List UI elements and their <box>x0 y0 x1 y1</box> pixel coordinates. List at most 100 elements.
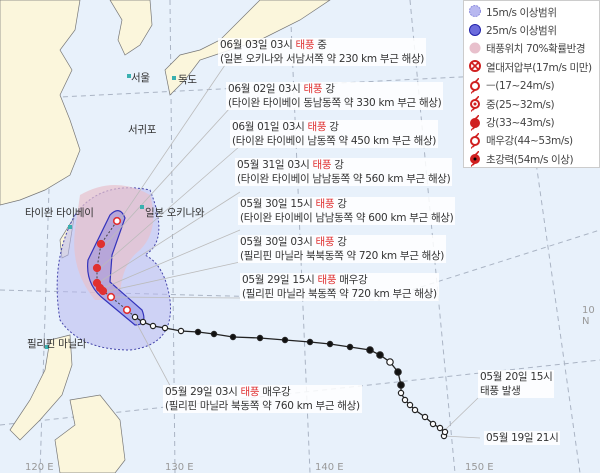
forecast-kind: 태풍 <box>315 198 335 210</box>
legend-label: 25m/s 이상범위 <box>486 25 557 38</box>
forecast-strength: 강 <box>337 198 347 210</box>
typhoon-super-icon <box>470 151 480 168</box>
forecast-strength: 매우강 <box>262 386 291 398</box>
legend-label: 태풍위치 70%확률반경 <box>486 43 586 56</box>
legend-label: 초강력(54m/s 이상) <box>486 153 574 166</box>
past-track-point <box>401 396 409 404</box>
past-track-point <box>139 318 147 326</box>
legend-item: 초강력(54m/s 이상) <box>468 150 595 168</box>
past-track-point <box>406 401 414 409</box>
genesis-text: 태풍 발생 <box>480 385 521 397</box>
legend-label: ㅡ(17~24m/s) <box>486 80 555 93</box>
forecast-label: 05월 29일 15시 태풍 매우강 (필리핀 마닐라 북동쪽 약 720 km … <box>240 273 439 301</box>
forecast-typhoon-marker <box>92 263 102 273</box>
legend-label: 매우강(44~53m/s) <box>486 135 573 148</box>
forecast-kind: 태풍 <box>307 121 327 133</box>
forecast-typhoon-marker <box>122 305 132 315</box>
legend-item: 강(33~43m/s) <box>468 113 595 131</box>
korea <box>109 0 153 56</box>
forecast-kind: 태풍 <box>295 39 315 51</box>
typhoon-strong-icon <box>470 114 480 131</box>
past-track-point <box>229 333 237 341</box>
forecast-kind: 태풍 <box>315 236 335 248</box>
past-track-point <box>436 424 444 432</box>
forecast-label: 06월 01일 03시 태풍 강 (타이완 타이베이 남동쪽 약 450 km 부… <box>230 120 439 148</box>
forecast-location: (일본 오키나와 서남서쪽 약 230 km 부근 해상) <box>220 53 425 65</box>
visayas-mindanao <box>54 394 126 473</box>
place-seoul: 서울 <box>131 72 150 84</box>
past-track-point <box>281 336 289 344</box>
marker-taipei <box>68 225 72 229</box>
past-track-point <box>306 338 314 346</box>
past-track-point <box>177 327 185 335</box>
past-track-point <box>194 328 202 336</box>
forecast-time: 05월 29일 15시 <box>242 274 315 286</box>
forecast-label: 05월 31일 03시 태풍 강 (타이완 타이베이 남남동쪽 약 560 km … <box>235 158 453 186</box>
past-track <box>134 316 446 437</box>
forecast-location: (필리핀 마닐라 북북동쪽 약 720 km 부근 해상) <box>240 250 445 262</box>
forecast-strength: 강 <box>325 83 335 95</box>
past-track-point <box>149 322 157 330</box>
past-track-point <box>376 351 384 359</box>
forecast-location: (타이완 타이베이 남남동쪽 약 560 km 부근 해상) <box>237 173 451 185</box>
forecast-label: 06월 03일 03시 태풍 중 (일본 오키나와 서남서쪽 약 230 km 부… <box>218 38 427 66</box>
legend-item: 중(25~32m/s) <box>468 95 595 113</box>
genesis-label: 05월 20일 15시 태풍 발생 <box>478 370 555 398</box>
forecast-label: 05월 30일 15시 태풍 강 (타이완 타이베이 남남동쪽 약 600 km … <box>238 197 456 225</box>
tick-lon-130: 130 E <box>165 462 194 473</box>
forecast-kind: 태풍 <box>303 83 323 95</box>
forecast-strength: 강 <box>337 236 347 248</box>
marker-dokdo <box>172 76 176 80</box>
forecast-label: 06월 02일 03시 태풍 강 (타이완 타이베이 동남동쪽 약 330 km … <box>226 82 444 110</box>
forecast-strength: 매우강 <box>339 274 368 286</box>
legend-item: 25m/s 이상범위 <box>468 21 595 39</box>
legend-item: 15m/s 이상범위 <box>468 3 595 21</box>
past-track-point <box>161 324 169 332</box>
past-track-point <box>397 381 405 389</box>
luzon <box>9 334 73 441</box>
legend-item: 태풍위치 70%확률반경 <box>468 40 595 58</box>
past-track-point <box>397 389 405 397</box>
forecast-kind: 태풍 <box>312 159 332 171</box>
forecast-time: 05월 29일 03시 <box>165 386 238 398</box>
forecast-location: (필리핀 마닐라 북동쪽 약 720 km 부근 해상) <box>242 288 437 300</box>
past-track-point <box>346 343 354 351</box>
legend-item: ㅡ(17~24m/s) <box>468 77 595 95</box>
tick-lon-120: 120 E <box>25 462 54 473</box>
china-coast <box>0 0 81 206</box>
past-track-point <box>386 358 394 366</box>
tropical-depression-icon <box>469 60 481 73</box>
marker-okinawa <box>140 205 144 209</box>
legend-label: 열대저압부(17m/s 미만) <box>486 61 592 74</box>
start-label: 05월 19일 21시 <box>484 431 561 445</box>
tick-lon-150: 150 E <box>465 462 494 473</box>
forecast-time: 05월 30일 03시 <box>240 236 313 248</box>
legend-label: 강(33~43m/s) <box>486 117 555 130</box>
typhoon-medium-icon <box>470 96 480 112</box>
typhoon-weak-icon <box>470 77 480 94</box>
past-track-point <box>429 420 437 428</box>
marker-manila <box>45 345 49 349</box>
forecast-typhoon-marker <box>106 292 116 302</box>
forecast-location: (타이완 타이베이 동남동쪽 약 330 km 부근 해상) <box>228 97 442 109</box>
legend-item: 열대저압부(17m/s 미만) <box>468 58 595 76</box>
marker-seoul <box>127 74 131 78</box>
place-seogwipo: 서귀포 <box>128 124 157 136</box>
place-okinawa: 일본 오키나와 <box>145 207 205 219</box>
past-track-point <box>421 413 429 421</box>
past-track-point <box>366 346 374 354</box>
forecast-typhoon-marker <box>92 278 102 288</box>
forecast-strength: 강 <box>334 159 344 171</box>
genesis-time: 05월 20일 15시 <box>480 371 553 383</box>
past-track-point <box>326 340 334 348</box>
legend-item: 매우강(44~53m/s) <box>468 132 595 150</box>
tick-lon-140: 140 E <box>315 462 344 473</box>
legend-label: 중(25~32m/s) <box>486 98 555 111</box>
forecast-label: 05월 29일 03시 태풍 매우강 (필리핀 마닐라 북동쪽 약 760 km … <box>163 385 362 413</box>
typhoon-very-strong-icon <box>470 132 480 149</box>
forecast-location: (필리핀 마닐라 북동쪽 약 760 km 부근 해상) <box>165 400 360 412</box>
forecast-time: 06월 02일 03시 <box>228 83 301 95</box>
forecast-strength: 강 <box>329 121 339 133</box>
